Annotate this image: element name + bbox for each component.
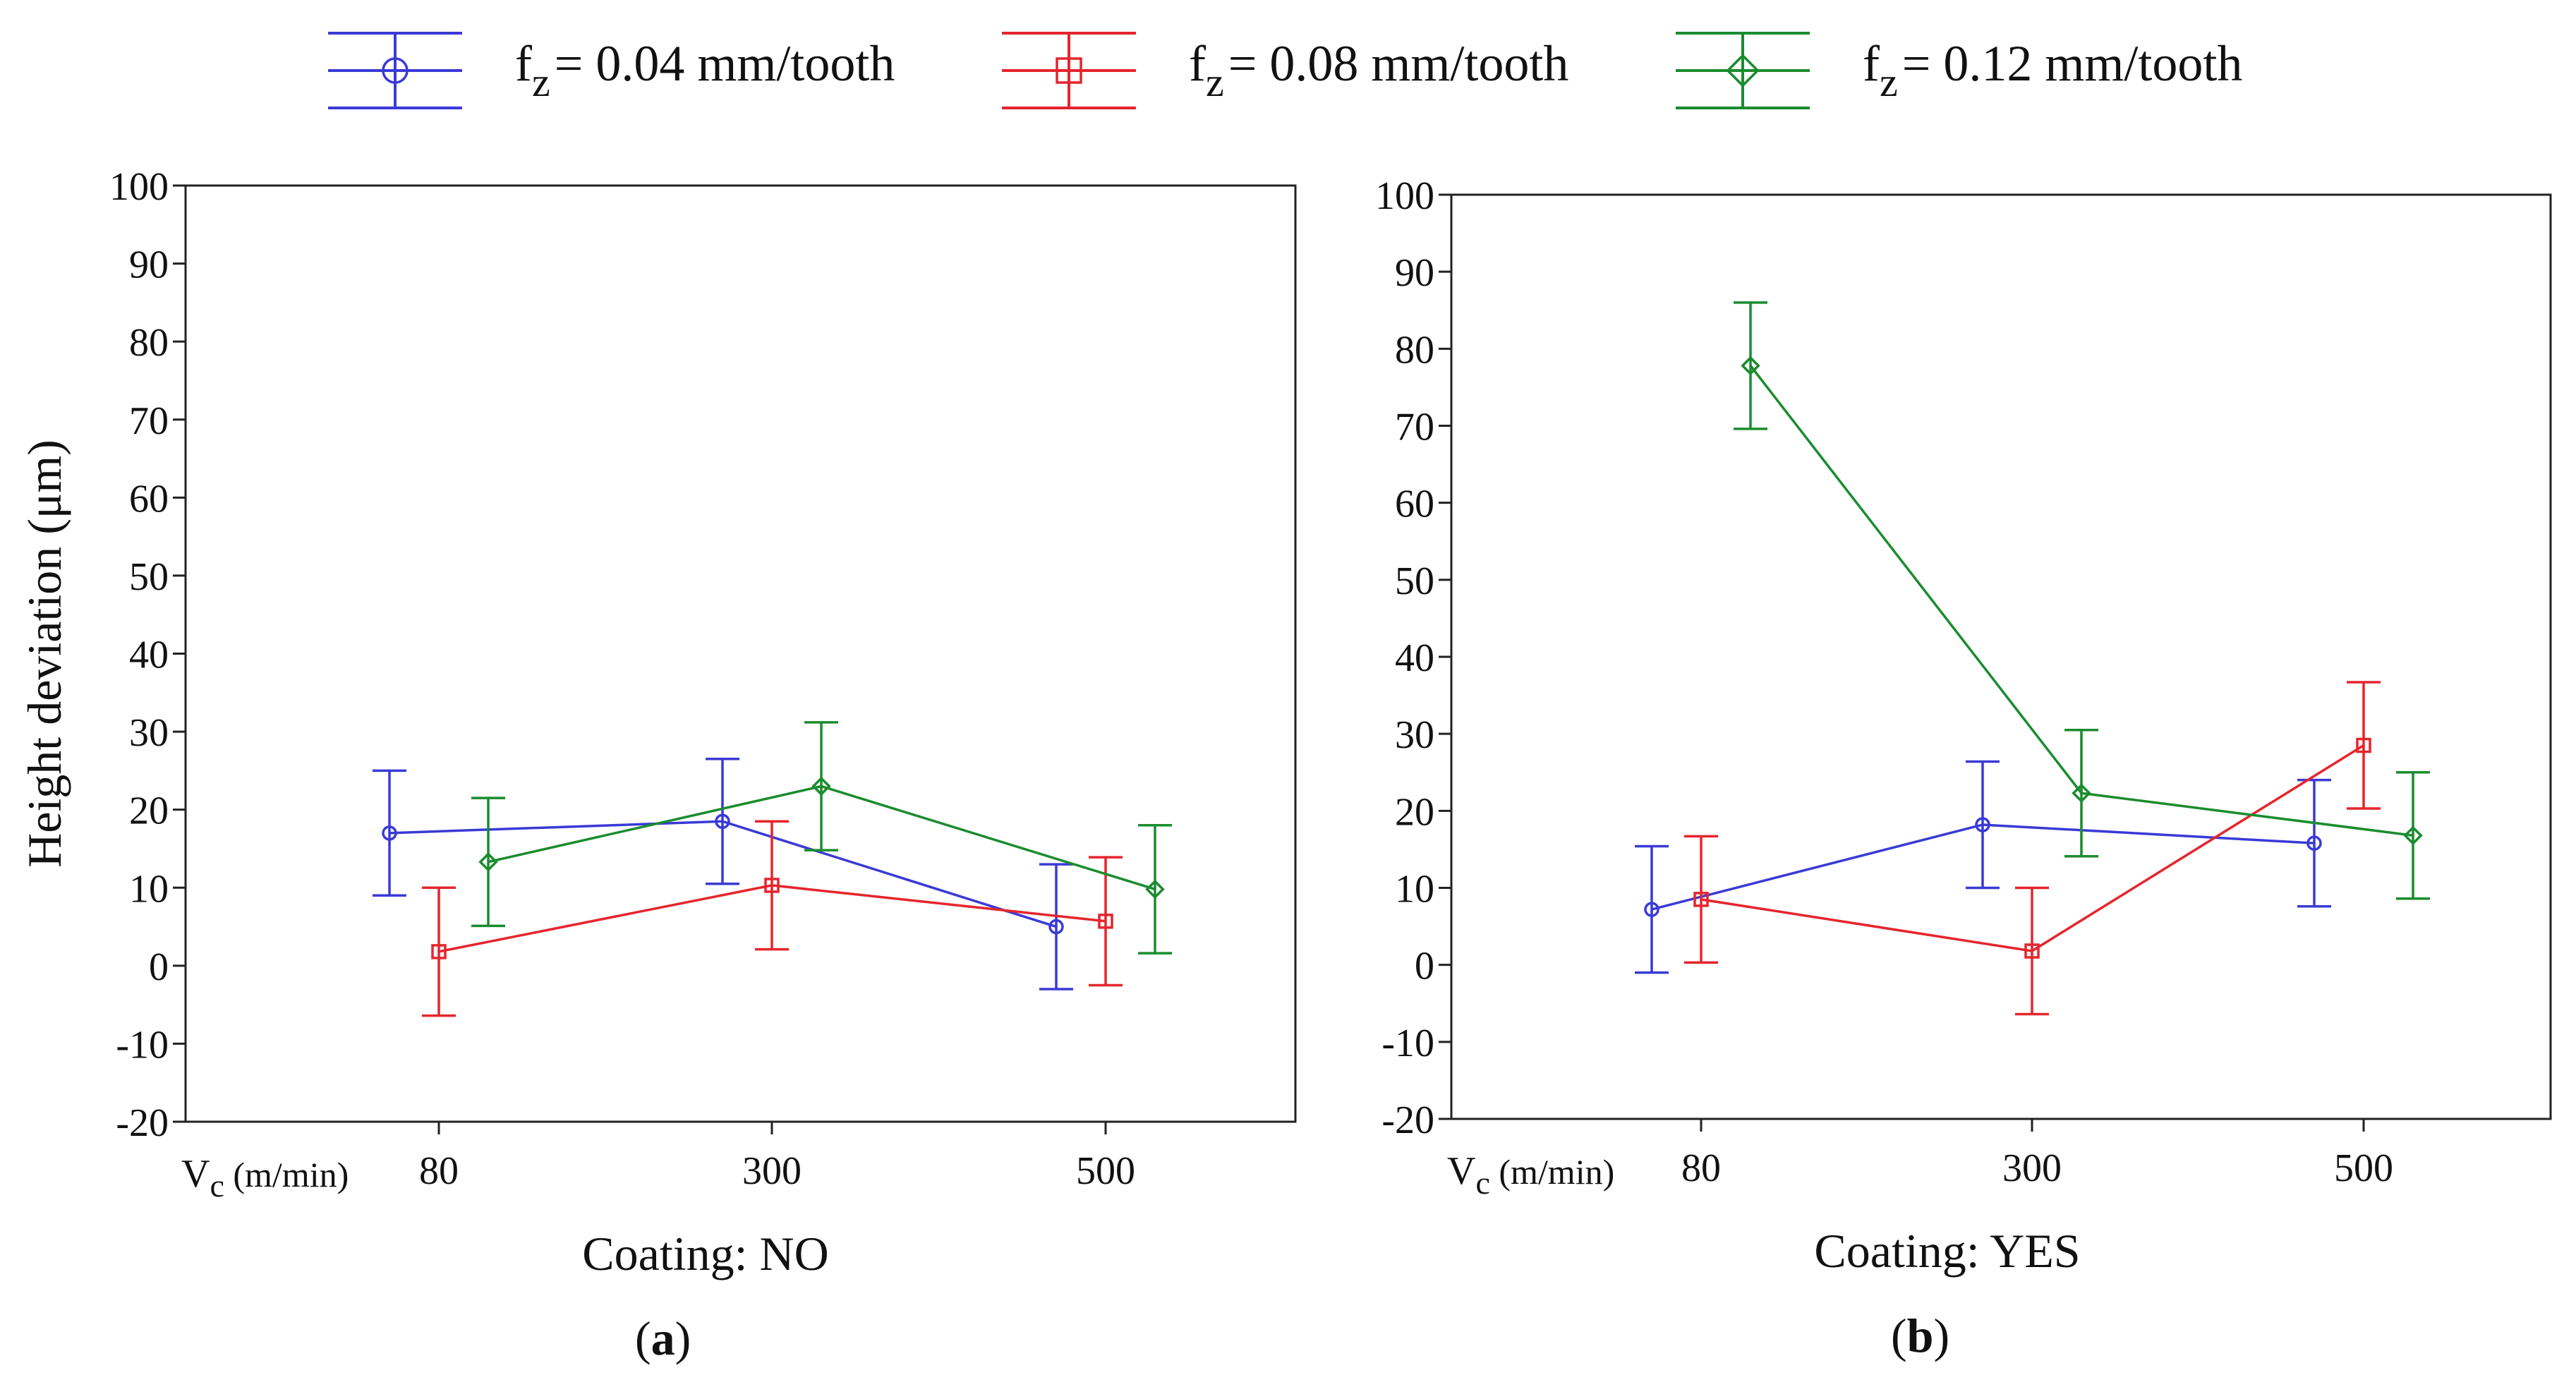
legend-label: fz= 0.08 mm/tooth: [1189, 35, 1568, 105]
y-tick-label: 80: [1395, 328, 1434, 372]
panel-b: -20 -10 0 10 20 30 40 50 60 70 80 90 100 80 300 500 Vc (…: [1375, 174, 2552, 1362]
y-tick-label: 30: [129, 711, 169, 755]
legend-marker-diamond: [1726, 54, 1760, 87]
legend-item-1: fz= 0.08 mm/tooth: [1002, 32, 1568, 109]
x-tick-label: 500: [2334, 1146, 2393, 1190]
series-0: [1635, 760, 2331, 974]
data-point: [1048, 919, 1064, 935]
y-tick-label: 10: [1395, 868, 1434, 911]
y-tick-label: 0: [1415, 945, 1434, 988]
legend-marker-circle: [382, 57, 409, 84]
x-axis-prefix: Vc (m/min): [1447, 1149, 1614, 1201]
y-tick-label: -20: [1381, 1098, 1434, 1142]
panel-a: -20 -10 0 10 20 30 40 50 60 70 80 90 100 80 300 500 Vc (…: [18, 165, 1297, 1365]
x-tick-label: 300: [2002, 1146, 2062, 1190]
data-point: [2403, 825, 2423, 845]
x-axis-title: Coating: YES: [1814, 1224, 2080, 1278]
y-tick-label: -10: [1381, 1022, 1434, 1065]
x-axis-prefix: Vc (m/min): [181, 1152, 349, 1204]
data-point: [1145, 879, 1165, 899]
series-1: [422, 820, 1123, 1017]
x-tick-label: 500: [1076, 1149, 1135, 1193]
y-tick-label: 60: [1395, 483, 1434, 526]
legend-item-2: fz= 0.12 mm/tooth: [1676, 32, 2242, 109]
data-point: [1741, 356, 1760, 376]
y-tick-label: 20: [1395, 790, 1434, 834]
data-point: [1693, 892, 1709, 907]
data-point: [2024, 943, 2040, 959]
data-point: [2306, 835, 2322, 851]
legend-label: fz= 0.04 mm/tooth: [515, 35, 895, 105]
plot-frame: [1450, 193, 2552, 1120]
y-tick-label: 80: [129, 321, 169, 365]
series-2: [471, 721, 1172, 955]
x-tick-label: 300: [742, 1149, 802, 1193]
data-point: [715, 813, 730, 830]
y-tick-label: 70: [129, 399, 169, 443]
data-point: [811, 776, 831, 796]
legend-marker-square: [1056, 57, 1082, 84]
x-axis-title: Coating: NO: [582, 1227, 828, 1280]
data-point: [764, 878, 780, 893]
series-2: [1734, 301, 2430, 900]
y-tick-label: 90: [1395, 251, 1434, 295]
panel-label: (b): [1891, 1309, 1949, 1362]
y-tick-label: 50: [129, 555, 169, 599]
data-point: [1975, 817, 1990, 832]
data-point: [1098, 914, 1113, 929]
series-1: [1684, 681, 2381, 1016]
legend: fz= 0.04 mm/tooth fz= 0.08 mm/tooth fz= 0.…: [328, 32, 2242, 109]
data-point: [382, 825, 397, 841]
data-point: [431, 944, 447, 959]
y-tick-label: -20: [116, 1101, 169, 1145]
plot-frame: [184, 184, 1297, 1123]
data-point: [1644, 902, 1659, 917]
x-tick-label: 80: [419, 1149, 459, 1193]
y-tick-label: 40: [1395, 636, 1434, 680]
legend-item-0: fz= 0.04 mm/tooth: [328, 32, 895, 109]
y-tick-label: 20: [129, 789, 169, 833]
y-tick-label: 100: [109, 165, 169, 209]
y-tick-label: 70: [1395, 406, 1434, 449]
y-tick-label: 90: [129, 243, 169, 287]
y-axis-title: Height deviation (μm): [18, 440, 71, 868]
y-tick-label: 40: [129, 634, 169, 677]
series-0: [373, 758, 1073, 991]
y-tick-label: 10: [129, 867, 169, 911]
data-point: [478, 852, 498, 872]
y-tick-label: 60: [129, 477, 169, 521]
y-tick-label: -10: [116, 1023, 169, 1067]
panel-label: (a): [635, 1312, 691, 1365]
y-tick-label: 50: [1395, 559, 1434, 603]
data-point: [2356, 737, 2371, 753]
legend-label: fz= 0.12 mm/tooth: [1863, 35, 2242, 105]
y-tick-label: 100: [1375, 174, 1434, 218]
y-tick-label: 0: [149, 945, 169, 989]
y-tick-label: 30: [1395, 713, 1434, 757]
x-tick-label: 80: [1681, 1146, 1721, 1190]
data-point: [2072, 783, 2091, 803]
